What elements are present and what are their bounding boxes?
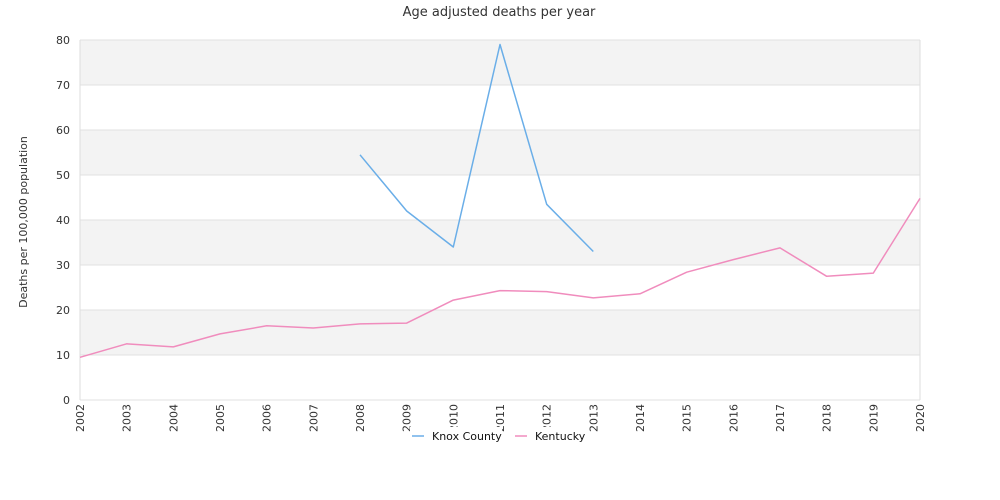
x-tick-label: 2002: [74, 404, 87, 432]
legend-item-kentucky[interactable]: Kentucky: [513, 427, 587, 443]
x-tick-label: 2005: [214, 404, 227, 432]
legend-label: Knox County: [432, 430, 502, 443]
x-tick-label: 2009: [401, 404, 414, 432]
grid-band: [80, 220, 920, 265]
plot-background: [79, 39, 921, 401]
x-tick-label: 2007: [307, 404, 320, 432]
y-tick-label: 30: [56, 259, 70, 272]
legend-label: Kentucky: [535, 430, 586, 443]
x-tick-label: 2018: [821, 404, 834, 432]
x-tick-label: 2011: [494, 404, 507, 432]
x-tick-label: 2014: [634, 404, 647, 432]
y-tick-label: 70: [56, 79, 70, 92]
y-axis-label: Deaths per 100,000 population: [17, 136, 30, 308]
legend[interactable]: Knox County Kentucky: [410, 427, 587, 443]
x-tick-label: 2016: [727, 404, 740, 432]
x-tick-label: 2019: [867, 404, 880, 432]
x-tick-label: 2012: [541, 404, 554, 432]
x-tick-label: 2013: [587, 404, 600, 432]
legend-item-background: [513, 427, 587, 443]
grid-band: [80, 130, 920, 175]
y-tick-label: 20: [56, 304, 70, 317]
series-line-kentucky: [79, 198, 921, 359]
grid-band: [80, 310, 920, 355]
legend-item-background: [410, 427, 502, 443]
x-tick-label: 2020: [914, 404, 927, 432]
legend-item-knox-county[interactable]: Knox County: [410, 427, 502, 443]
chart-title: Age adjusted deaths per year: [403, 5, 596, 20]
y-tick-label: 40: [56, 214, 70, 227]
y-tick-label: 0: [63, 394, 70, 407]
x-tick-label: 2004: [167, 404, 180, 432]
x-tick-label: 2017: [774, 404, 787, 432]
series-line-knox-county: [359, 43, 594, 253]
x-tick-label: 2006: [261, 404, 274, 432]
y-tick-label: 80: [56, 34, 70, 47]
x-tick-label: 2008: [354, 404, 367, 432]
x-tick-label: 2010: [447, 404, 460, 432]
y-tick-label: 10: [56, 349, 70, 362]
y-axis-ticks: 0 10 20 30 40 50 60 70 80: [56, 34, 70, 407]
series-lines: [79, 43, 921, 359]
y-tick-label: 60: [56, 124, 70, 137]
x-axis-ticks: 2002 2003 2004 2005 2006 2007 2008 2009 2010 2011…: [74, 404, 927, 432]
x-tick-label: 2015: [681, 404, 694, 432]
x-tick-label: 2003: [121, 404, 134, 432]
y-tick-label: 50: [56, 169, 70, 182]
